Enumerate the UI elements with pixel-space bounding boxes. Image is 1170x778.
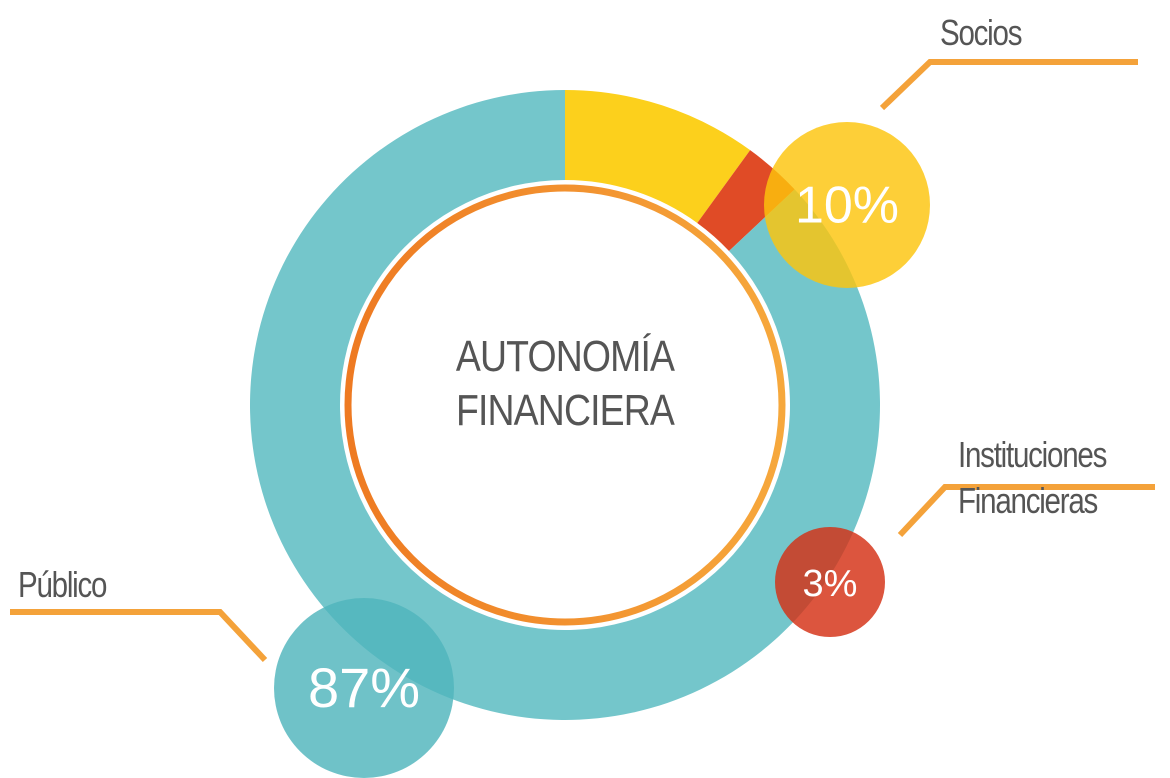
category-label: Socios [940, 12, 1022, 53]
value-label: 10% [795, 177, 899, 235]
inner-ring [344, 184, 786, 626]
leader-line [897, 484, 1155, 538]
category-label: Público [18, 564, 107, 605]
bubble [274, 598, 454, 778]
value-label: 87% [308, 656, 420, 719]
bubble [764, 122, 930, 288]
leader-line [879, 59, 1138, 111]
value-label: 3% [803, 563, 858, 605]
chart-title: AUTONOMÍA FINANCIERA [455, 332, 675, 435]
category-label: Instituciones Financieras [958, 434, 1107, 521]
bubble [775, 527, 885, 637]
leader-line [10, 609, 268, 663]
donut-segment [565, 90, 751, 223]
